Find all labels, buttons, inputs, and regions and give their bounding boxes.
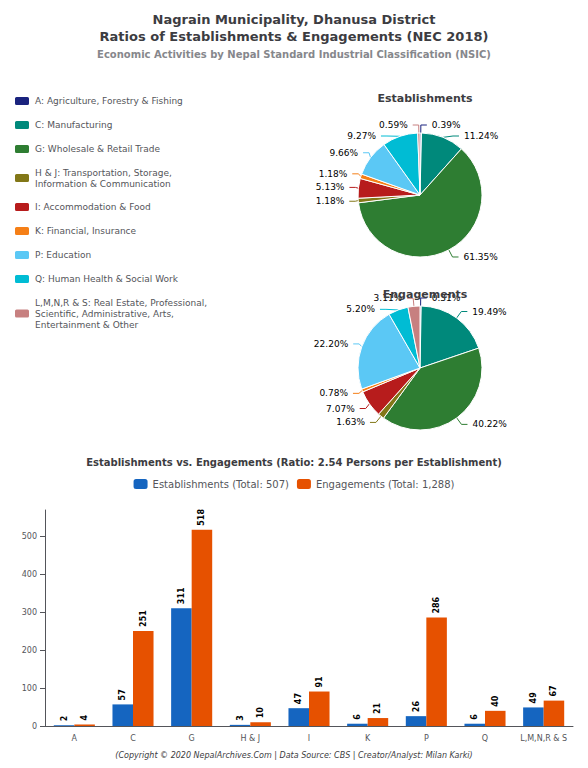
svg-text:286: 286 [432, 596, 441, 613]
svg-text:2: 2 [60, 716, 69, 722]
svg-text:P: Education: P: Education [35, 250, 91, 260]
svg-text:100: 100 [22, 684, 37, 693]
svg-text:500: 500 [22, 532, 37, 541]
svg-text:400: 400 [22, 570, 37, 579]
svg-text:0.78%: 0.78% [319, 388, 348, 398]
svg-text:7.07%: 7.07% [326, 404, 355, 414]
svg-text:I: Accommodation & Food: I: Accommodation & Food [35, 202, 151, 212]
svg-text:G: G [189, 734, 195, 743]
svg-text:9.27%: 9.27% [347, 131, 376, 141]
svg-text:26: 26 [412, 701, 421, 713]
svg-text:Engagements (Total: 1,288): Engagements (Total: 1,288) [316, 479, 455, 490]
svg-text:H & J: H & J [240, 734, 260, 743]
svg-text:A: A [72, 734, 78, 743]
svg-text:Establishments (Total: 507): Establishments (Total: 507) [153, 479, 289, 490]
svg-text:Q: Q [482, 734, 488, 743]
svg-text:57: 57 [118, 689, 127, 700]
svg-text:0.39%: 0.39% [432, 120, 461, 130]
svg-text:518: 518 [197, 509, 206, 526]
svg-text:47: 47 [294, 693, 303, 704]
svg-text:0.59%: 0.59% [379, 120, 408, 130]
svg-text:Q: Human Health & Social Work: Q: Human Health & Social Work [35, 274, 179, 284]
svg-text:(Copyright © 2020 NepalArchive: (Copyright © 2020 NepalArchives.Com | Da… [115, 751, 472, 760]
svg-text:C: C [130, 734, 136, 743]
svg-text:311: 311 [177, 587, 186, 604]
svg-text:Nagrain Municipality, Dhanusa: Nagrain Municipality, Dhanusa District [153, 12, 436, 27]
svg-text:300: 300 [22, 608, 37, 617]
svg-text:L,M,N,R & S: L,M,N,R & S [520, 734, 567, 743]
svg-text:4: 4 [80, 714, 89, 720]
svg-text:6: 6 [470, 714, 479, 720]
svg-text:1.18%: 1.18% [316, 196, 345, 206]
svg-text:Engagements: Engagements [383, 288, 468, 301]
svg-text:40: 40 [491, 695, 500, 707]
svg-text:6: 6 [353, 714, 362, 720]
svg-text:Establishments vs. Engagements: Establishments vs. Engagements (Ratio: 2… [86, 457, 502, 468]
svg-text:5.20%: 5.20% [346, 304, 375, 314]
svg-text:67: 67 [549, 685, 558, 696]
svg-text:K: Financial, Insurance: K: Financial, Insurance [35, 226, 137, 236]
svg-text:3: 3 [236, 715, 245, 721]
svg-text:1.63%: 1.63% [336, 417, 365, 427]
svg-text:P: P [424, 734, 429, 743]
svg-text:Information & Communication: Information & Communication [35, 179, 171, 189]
svg-text:19.49%: 19.49% [472, 307, 507, 317]
svg-text:11.24%: 11.24% [464, 131, 499, 141]
svg-text:Entertainment & Other: Entertainment & Other [35, 320, 139, 330]
svg-text:61.35%: 61.35% [464, 252, 499, 262]
svg-text:H & J: Transportation, Storage: H & J: Transportation, Storage, [35, 168, 172, 178]
svg-text:C: Manufacturing: C: Manufacturing [35, 120, 112, 130]
svg-text:40.22%: 40.22% [472, 419, 507, 429]
svg-text:K: K [365, 734, 371, 743]
svg-text:L,M,N,R & S: Real Estate, Prof: L,M,N,R & S: Real Estate, Professional, [35, 298, 207, 308]
svg-text:Establishments: Establishments [377, 92, 473, 105]
svg-text:9.66%: 9.66% [329, 148, 358, 158]
svg-text:0: 0 [32, 722, 37, 731]
svg-text:10: 10 [256, 707, 265, 719]
svg-text:5.13%: 5.13% [316, 182, 345, 192]
svg-text:Scientific, Administrative, Ar: Scientific, Administrative, Arts, [35, 309, 174, 319]
svg-text:22.20%: 22.20% [314, 339, 349, 349]
svg-text:Economic Activities by Nepal S: Economic Activities by Nepal Standard In… [97, 49, 491, 60]
svg-text:I: I [308, 734, 310, 743]
svg-text:Ratios of Establishments & Eng: Ratios of Establishments & Engagements (… [100, 29, 489, 44]
svg-text:G: Wholesale & Retail Trade: G: Wholesale & Retail Trade [35, 144, 160, 154]
svg-text:A: Agriculture, Forestry & Fis: A: Agriculture, Forestry & Fishing [35, 96, 183, 106]
svg-text:1.18%: 1.18% [319, 169, 348, 179]
svg-text:200: 200 [22, 646, 37, 655]
svg-text:251: 251 [139, 610, 148, 627]
svg-text:91: 91 [315, 676, 324, 688]
svg-text:49: 49 [529, 692, 538, 704]
svg-text:21: 21 [373, 702, 382, 714]
